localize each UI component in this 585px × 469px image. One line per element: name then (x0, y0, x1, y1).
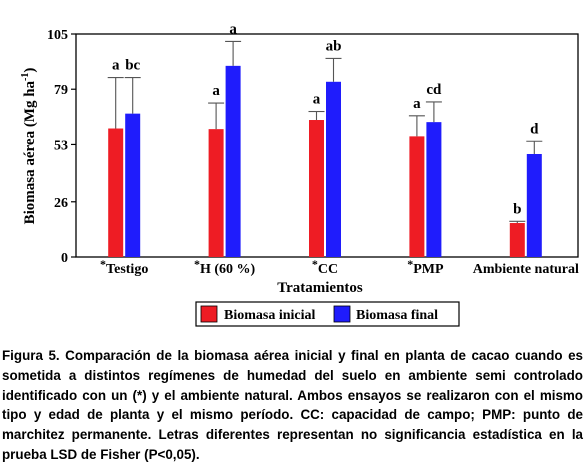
bars (108, 65, 542, 258)
y-tick-label: 105 (47, 28, 68, 43)
bar-final (526, 153, 542, 257)
x-tick-label: *PMP (407, 257, 444, 277)
bar-final (326, 81, 341, 258)
significance-letter: a (112, 58, 120, 74)
error-bars (107, 40, 543, 224)
category-name: CC (318, 262, 338, 277)
x-axis-label: Tratamientos (277, 280, 363, 296)
bar-inicial (108, 128, 124, 257)
legend-label-biomasa-final: Biomasa final (356, 308, 438, 323)
y-axis-label-close: ) (22, 68, 38, 73)
x-tick-label: *Testigo (100, 257, 148, 277)
significance-letter: a (413, 96, 421, 112)
legend: Biomasa inicial Biomasa final (195, 301, 460, 327)
bar-inicial (509, 223, 525, 257)
bar-final (426, 122, 442, 257)
semi-controlled-marker: * (407, 257, 413, 271)
figure-caption: Figura 5. Comparación de la biomasa aére… (2, 348, 583, 462)
significance-letter: d (530, 121, 539, 137)
legend-label-biomasa-inicial: Biomasa inicial (224, 308, 316, 323)
category-name: H (60 %) (200, 262, 256, 277)
y-axis-label-superscript: -1 (20, 73, 31, 81)
x-tick-label: *CC (312, 257, 338, 277)
semi-controlled-marker: * (194, 257, 200, 271)
category-name: Testigo (106, 262, 148, 277)
y-tick-label: 53 (54, 138, 68, 153)
bar-inicial (208, 129, 224, 257)
bar-inicial (309, 120, 324, 257)
bar-inicial (409, 136, 425, 257)
legend-swatch-biomasa-final (333, 305, 351, 323)
y-axis-ticks: 0 26 53 79 105 (47, 28, 76, 266)
significance-letter: cd (426, 82, 442, 98)
y-tick-label: 26 (54, 196, 68, 211)
legend-box (195, 301, 460, 327)
y-tick-label: 0 (61, 251, 68, 266)
chart-figure: 0 26 53 79 105 a bc a a a ab a cd b d *Testigo *H (60 … (20, 21, 579, 327)
semi-controlled-marker: * (312, 257, 318, 271)
significance-letter: bc (125, 58, 140, 74)
x-tick-label: *H (60 %) (194, 257, 256, 277)
y-axis-label: Biomasa aérea (Mg ha-1) (20, 68, 38, 225)
bar-final (225, 65, 241, 257)
legend-swatch-biomasa-inicial (200, 305, 218, 323)
semi-controlled-marker: * (100, 257, 106, 271)
y-axis-label-main: Biomasa aérea (Mg ha (22, 80, 38, 224)
x-tick-label: Ambiente natural (473, 262, 579, 277)
significance-letter: a (313, 92, 321, 108)
significance-letter: b (513, 201, 521, 217)
significance-letter: ab (326, 38, 342, 54)
significance-letter: a (212, 83, 220, 99)
category-name: PMP (413, 262, 444, 277)
significance-letter: a (229, 21, 237, 37)
x-axis-tick-labels: *Testigo *H (60 %) *CC *PMP Ambiente natural (100, 257, 579, 277)
bar-final (125, 113, 141, 258)
y-tick-label: 79 (54, 83, 68, 98)
